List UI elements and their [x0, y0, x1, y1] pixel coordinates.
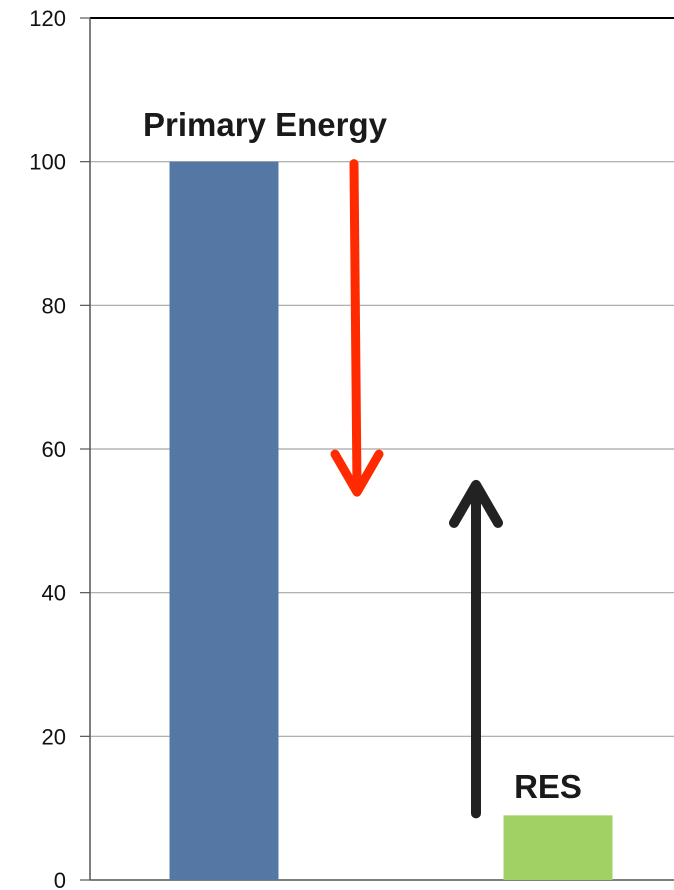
y-tick-label: 40 — [42, 581, 66, 606]
bar-label-primary-energy: Primary Energy — [143, 106, 388, 143]
bar-res — [503, 815, 613, 880]
y-tick-label: 80 — [42, 293, 66, 318]
y-tick-label: 60 — [42, 437, 66, 462]
y-tick-label: 20 — [42, 724, 66, 749]
increase-arrow — [449, 479, 503, 819]
bar-primary-energy — [169, 161, 279, 880]
y-axis: 0 20 40 60 80 100 120 — [29, 6, 674, 890]
bars — [169, 161, 613, 880]
arrow-head — [330, 449, 384, 497]
arrow-shaft — [349, 159, 362, 491]
decrease-arrow — [330, 159, 384, 497]
bar-labels: Primary Energy RES — [143, 106, 582, 805]
y-tick-label: 100 — [29, 150, 66, 175]
arrows — [330, 159, 503, 819]
y-tick-label: 0 — [54, 868, 66, 890]
bar-label-res: RES — [514, 768, 582, 805]
y-tick-label: 120 — [29, 6, 66, 31]
arrow-head — [449, 479, 503, 528]
